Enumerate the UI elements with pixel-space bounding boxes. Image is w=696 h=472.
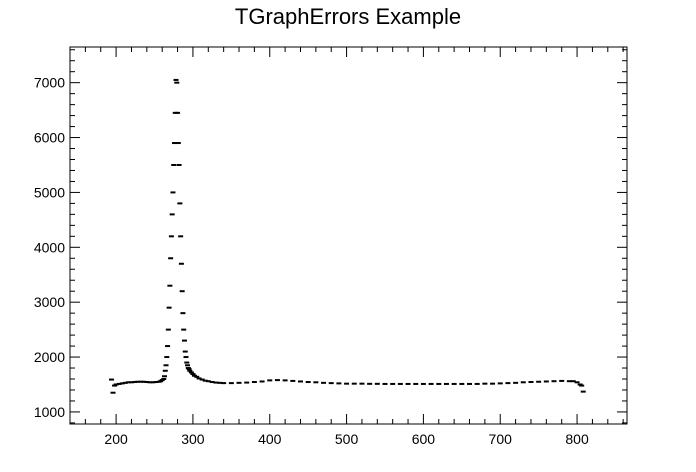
data-points bbox=[108, 78, 586, 394]
y-tick-label: 5000 bbox=[34, 184, 65, 200]
y-tick-label: 2000 bbox=[34, 349, 65, 365]
x-tick-label: 400 bbox=[258, 431, 282, 447]
chart-title: TGraphErrors Example bbox=[235, 4, 461, 29]
x-tick-label: 500 bbox=[335, 431, 359, 447]
y-tick-label: 6000 bbox=[34, 130, 65, 146]
x-tick-label: 600 bbox=[412, 431, 436, 447]
y-tick-label: 3000 bbox=[34, 294, 65, 310]
x-tick-label: 300 bbox=[181, 431, 205, 447]
x-tick-label: 800 bbox=[565, 431, 589, 447]
plot-frame bbox=[69, 46, 628, 425]
y-tick-label: 4000 bbox=[34, 239, 65, 255]
axes: 200 300 400 500 600 700 800 1000 2000 3000 4000 500… bbox=[34, 47, 627, 447]
x-tick-label: 200 bbox=[104, 431, 128, 447]
x-tick-label: 700 bbox=[489, 431, 513, 447]
y-tick-label: 7000 bbox=[34, 75, 65, 91]
y-tick-label: 1000 bbox=[34, 404, 65, 420]
